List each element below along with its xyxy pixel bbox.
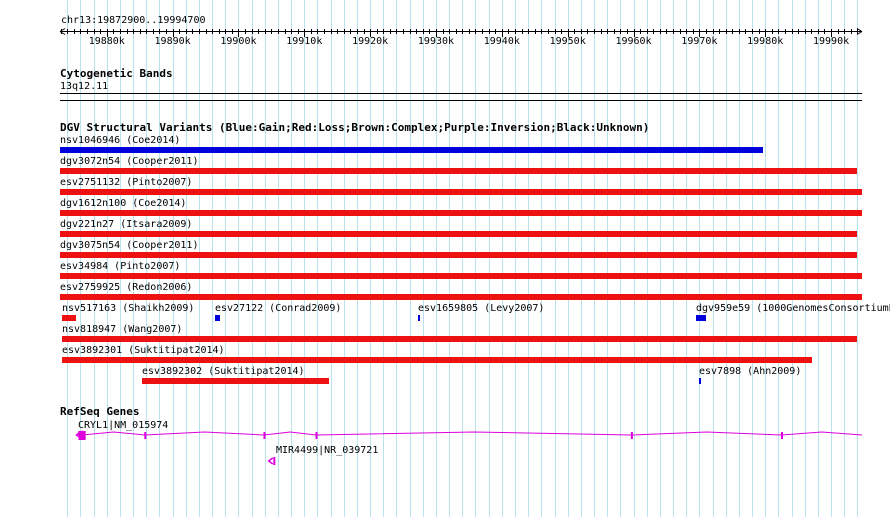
- dgv-feature-label[interactable]: esv3892301 (Suktitipat2014): [62, 345, 225, 356]
- ruler-tick-label: 19900k: [220, 36, 256, 47]
- dgv-feature-bar[interactable]: [215, 315, 220, 321]
- dgv-feature-bar[interactable]: [418, 315, 420, 321]
- gene-exon[interactable]: [78, 431, 86, 440]
- dgv-feature-bar[interactable]: [60, 294, 862, 300]
- ruler: 19880k 19890k 19900k 19910k 19920k 19930k 1994…: [59, 28, 863, 47]
- ruler-tick-label: 19930k: [418, 36, 454, 47]
- ruler-tick-label: 19920k: [352, 36, 388, 47]
- dgv-track-title: DGV Structural Variants (Blue:Gain;Red:L…: [60, 121, 650, 134]
- dgv-feature-label[interactable]: dgv3072n54 (Cooper2011): [60, 156, 199, 167]
- dgv-feature-label[interactable]: dgv1612n100 (Coe2014): [60, 198, 187, 209]
- region-label: chr13:19872900..19994700: [61, 15, 206, 26]
- refseq-track-title: RefSeq Genes: [60, 405, 140, 418]
- dgv-feature-bar[interactable]: [60, 189, 862, 195]
- dgv-feature-label[interactable]: nsv1046946 (Coe2014): [60, 135, 181, 146]
- gene-intron-line: [76, 431, 863, 436]
- dgv-feature-label[interactable]: dgv221n27 (Itsara2009): [60, 219, 193, 230]
- dgv-feature-label[interactable]: esv3892302 (Suktitipat2014): [142, 366, 305, 377]
- dgv-feature-bar[interactable]: [699, 378, 701, 384]
- dgv-feature-bar[interactable]: [696, 315, 706, 321]
- gene-exon[interactable]: [630, 432, 633, 439]
- dgv-feature-bar[interactable]: [60, 168, 857, 174]
- gene-label[interactable]: CRYL1|NM_015974: [78, 420, 168, 431]
- dgv-feature-label[interactable]: esv34984 (Pinto2007): [60, 261, 181, 272]
- dgv-feature-bar[interactable]: [62, 357, 812, 363]
- cytoband-track-title: Cytogenetic Bands: [60, 67, 173, 80]
- strand-arrow-icon: [267, 457, 274, 465]
- cytoband-line-bottom: [60, 100, 862, 101]
- ruler-tick-label: 19990k: [813, 36, 849, 47]
- ruler-tick-label: 19950k: [550, 36, 586, 47]
- dgv-feature-label[interactable]: dgv959e59 (1000GenomesConsortiumP: [696, 303, 890, 314]
- cytoband-label: 13q12.11: [60, 81, 109, 92]
- ruler-tick-label: 19880k: [89, 36, 125, 47]
- dgv-feature-bar[interactable]: [60, 273, 862, 279]
- dgv-feature-label[interactable]: esv27122 (Conrad2009): [215, 303, 342, 314]
- ruler-tick-label: 19980k: [747, 36, 783, 47]
- ruler-tick-label: 19940k: [484, 36, 520, 47]
- dgv-feature-label[interactable]: esv2759925 (Redon2006): [60, 282, 193, 293]
- dgv-feature-bar[interactable]: [60, 210, 862, 216]
- gene-exon[interactable]: [144, 432, 147, 439]
- ruler-tick-label: 19970k: [681, 36, 717, 47]
- gene-exon[interactable]: [273, 457, 276, 465]
- dgv-feature-label[interactable]: nsv517163 (Shaikh2009): [62, 303, 195, 314]
- dgv-feature-bar[interactable]: [60, 231, 857, 237]
- cytoband-line-top: [60, 93, 862, 94]
- dgv-feature-bar[interactable]: [62, 315, 76, 321]
- ruler-tick-label: 19910k: [286, 36, 322, 47]
- dgv-feature-label[interactable]: esv1659805 (Levy2007): [418, 303, 545, 314]
- strand-arrow-icon: [75, 430, 83, 440]
- dgv-feature-label[interactable]: dgv3075n54 (Cooper2011): [60, 240, 199, 251]
- ruler-tick-label: 19960k: [615, 36, 651, 47]
- dgv-feature-label[interactable]: nsv818947 (Wang2007): [62, 324, 183, 335]
- dgv-feature-label[interactable]: esv2751132 (Pinto2007): [60, 177, 193, 188]
- gene-label[interactable]: MIR4499|NR_039721: [276, 445, 378, 456]
- dgv-feature-label[interactable]: esv7898 (Ahn2009): [699, 366, 802, 377]
- gene-exon[interactable]: [781, 432, 784, 439]
- gene-exon[interactable]: [315, 432, 318, 439]
- dgv-feature-bar[interactable]: [62, 336, 857, 342]
- dgv-feature-bar[interactable]: [142, 378, 329, 384]
- gene-exon[interactable]: [263, 432, 266, 439]
- ruler-tick-label: 19890k: [155, 36, 191, 47]
- dgv-feature-bar[interactable]: [60, 147, 763, 153]
- dgv-feature-bar[interactable]: [60, 252, 857, 258]
- refseq-track: CRYL1|NM_015974 MIR4499|NR_039721: [75, 420, 863, 465]
- ruler-arrow-icon: [59, 28, 863, 35]
